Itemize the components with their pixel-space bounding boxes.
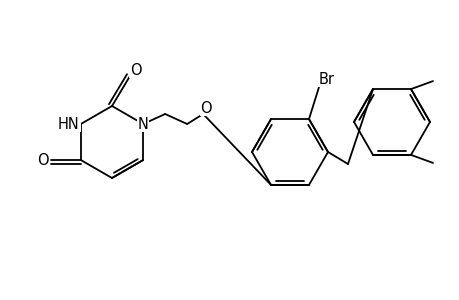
Text: HN: HN [58,116,80,131]
Text: O: O [37,152,49,167]
Text: O: O [200,100,212,116]
Text: N: N [137,116,148,131]
Text: O: O [130,62,141,77]
Text: Br: Br [318,72,334,87]
